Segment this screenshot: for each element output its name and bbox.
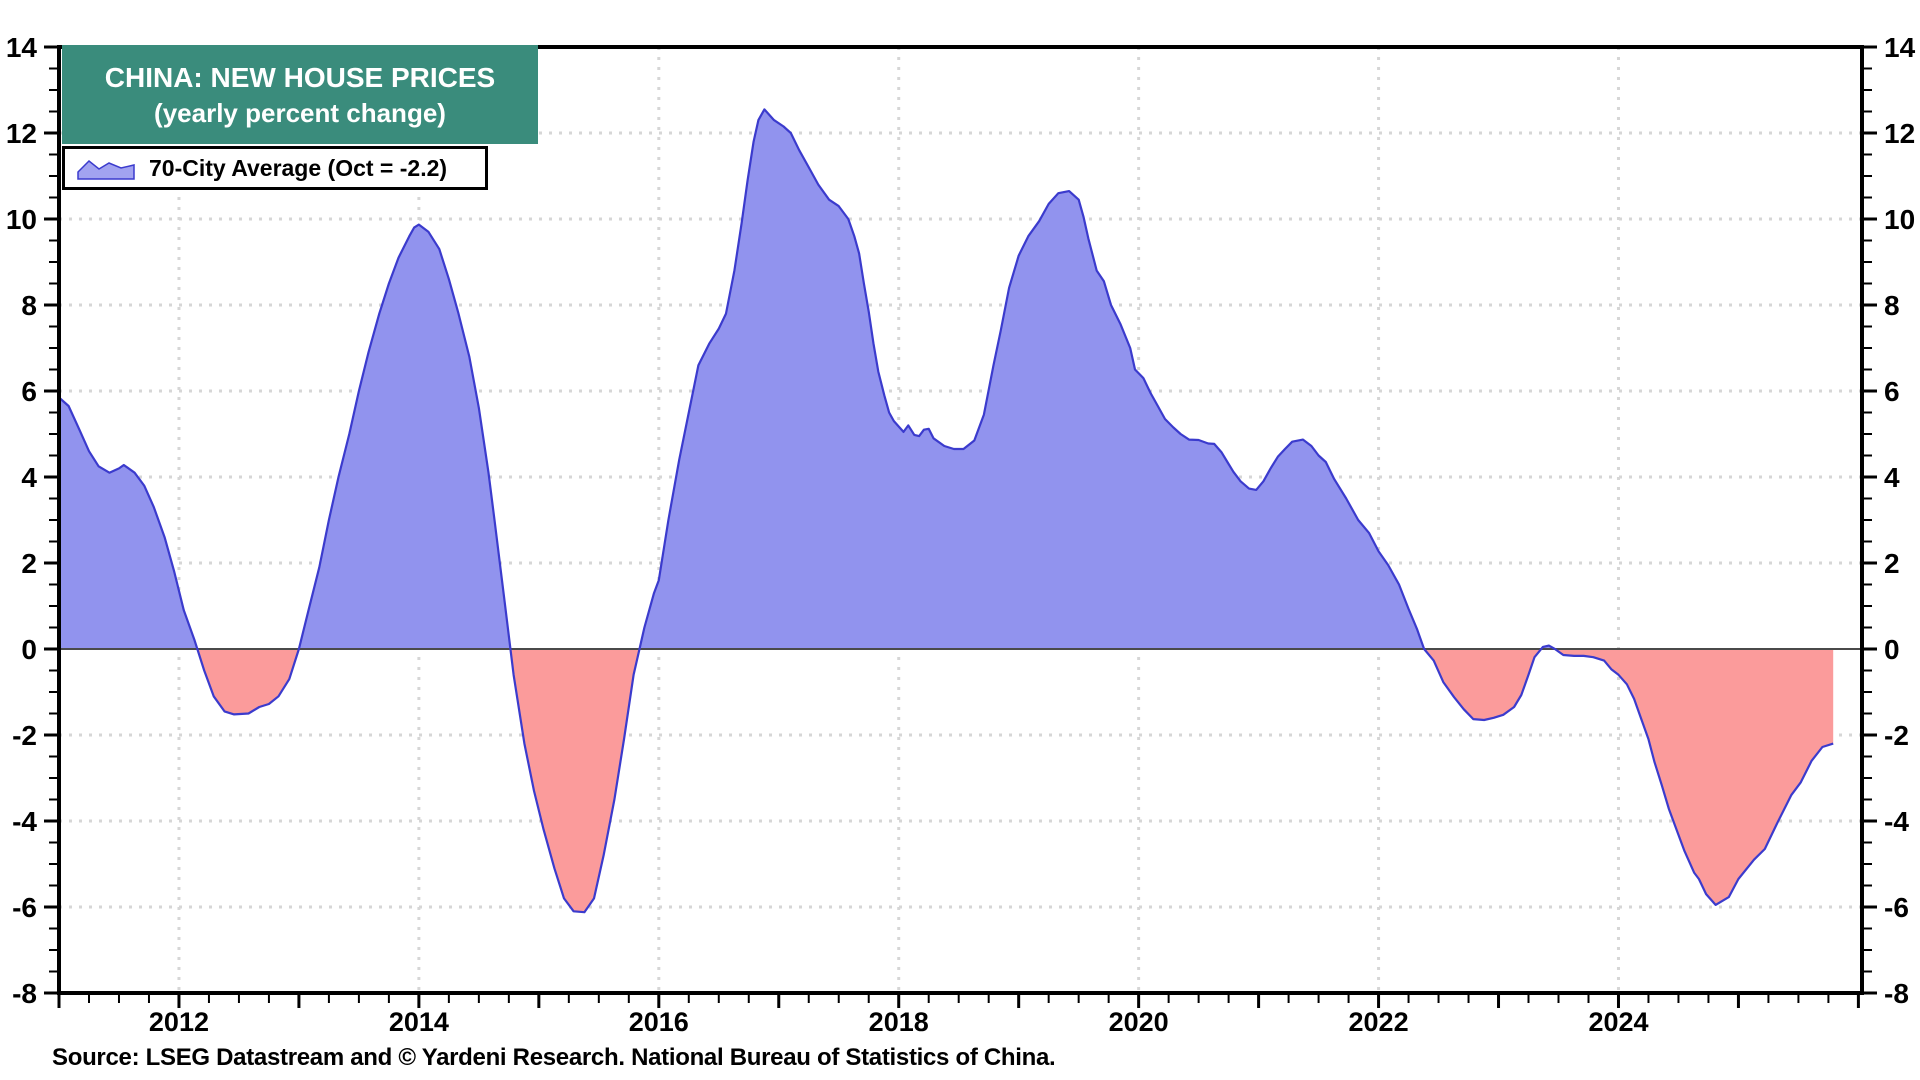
y-axis-label-right: -4: [1884, 806, 1909, 837]
area-positive-fill: [59, 109, 1834, 649]
x-axis-label: 2018: [869, 1007, 929, 1037]
frame-rect: [57, 45, 1864, 995]
y-axis-label-left: 10: [6, 204, 37, 235]
axis-ticks: [44, 45, 1877, 1008]
x-axis-label: 2012: [149, 1007, 209, 1037]
axis-labels: 14 14 12 12 10 10 8 8 6 6 4 4 2 2 0 0 -2 -2 -4 -4 -6 -6 -8 -8 20…: [6, 32, 1916, 1037]
area-negative-fill: [59, 649, 1834, 913]
legend: 70-City Average (Oct = -2.2): [62, 146, 488, 190]
area-fills: [59, 109, 1834, 913]
y-axis-label-right: 8: [1884, 290, 1900, 321]
chart-title-box: CHINA: NEW HOUSE PRICES (yearly percent …: [62, 45, 538, 144]
y-axis-label-left: 12: [6, 118, 37, 149]
chart-subtitle: (yearly percent change): [154, 97, 446, 128]
series-line: [58, 108, 1834, 914]
y-axis-label-right: -6: [1884, 892, 1909, 923]
y-axis-label-left: 2: [21, 548, 37, 579]
y-axis-label-right: 12: [1884, 118, 1915, 149]
x-axis-label: 2016: [629, 1007, 689, 1037]
series-outline: [58, 108, 1834, 914]
chart-title: CHINA: NEW HOUSE PRICES: [104, 61, 496, 93]
legend-label: 70-City Average (Oct = -2.2): [149, 154, 448, 181]
y-axis-label-left: 4: [21, 462, 37, 493]
x-axis-label: 2022: [1349, 1007, 1409, 1037]
source-attribution: Source: LSEG Datastream and © Yardeni Re…: [52, 1044, 1056, 1071]
x-axis-label: 2024: [1588, 1007, 1648, 1037]
y-axis-label-left: -8: [12, 978, 37, 1009]
y-axis-label-right: 14: [1884, 32, 1916, 63]
y-axis-label-right: 2: [1884, 548, 1900, 579]
y-axis-label-right: 0: [1884, 634, 1900, 665]
y-axis-label-right: -2: [1884, 720, 1909, 751]
y-axis-label-left: -6: [12, 892, 37, 923]
y-axis-label-left: 8: [21, 290, 37, 321]
area-series-icon: [77, 159, 135, 180]
y-axis-label-right: 10: [1884, 204, 1915, 235]
y-axis-label-left: 14: [6, 32, 38, 63]
x-axis-label: 2020: [1109, 1007, 1169, 1037]
y-axis-label-right: -8: [1884, 978, 1909, 1009]
y-axis-label-left: 6: [21, 376, 37, 407]
x-axis-label: 2014: [389, 1007, 449, 1037]
y-axis-label-right: 4: [1884, 462, 1900, 493]
y-axis-label-left: -4: [12, 806, 37, 837]
y-axis-label-left: -2: [12, 720, 37, 751]
y-axis-label-left: 0: [21, 634, 37, 665]
plot-frame: [57, 45, 1864, 995]
y-axis-label-right: 6: [1884, 376, 1900, 407]
